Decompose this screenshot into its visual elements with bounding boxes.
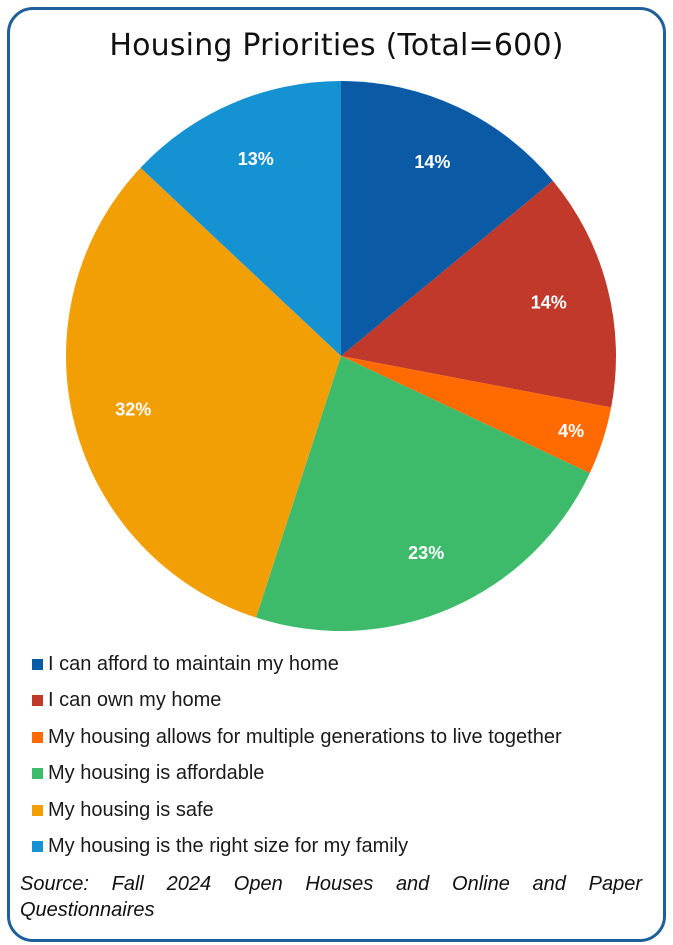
legend-swatch (32, 804, 43, 816)
legend-swatch (32, 731, 43, 743)
legend-swatch (32, 695, 43, 707)
legend-item: I can own my home (32, 683, 662, 720)
slice-percent-label: 32% (115, 399, 151, 419)
slice-percent-label: 23% (408, 543, 444, 563)
legend-item: I can afford to maintain my home (32, 646, 662, 683)
pie-slice (256, 356, 590, 631)
legend-item: My housing is the right size for my fami… (32, 829, 662, 866)
legend-label: My housing is the right size for my fami… (48, 835, 409, 858)
pie-slice (140, 81, 341, 356)
pie-slice (341, 81, 553, 356)
legend-item: My housing is affordable (32, 756, 662, 793)
legend-label: My housing is affordable (48, 762, 265, 785)
pie-slice (341, 356, 612, 474)
legend-label: My housing allows for multiple generatio… (48, 725, 562, 748)
source-note: Source: Fall 2024 Open Houses and Online… (20, 873, 642, 921)
pie-slice (341, 180, 616, 408)
chart-legend: I can afford to maintain my home I can ow… (32, 646, 662, 865)
legend-item: My housing allows for multiple generatio… (32, 719, 662, 756)
slice-percent-label: 13% (238, 149, 274, 169)
pie-slice (65, 167, 341, 618)
slice-percent-label: 4% (558, 421, 584, 441)
legend-swatch (32, 768, 43, 780)
legend-swatch (32, 841, 43, 853)
slice-percent-label: 14% (531, 293, 567, 313)
legend-label: My housing is safe (48, 798, 214, 821)
slice-percent-label: 14% (414, 152, 450, 172)
chart-card: Housing Priorities (Total=600) 14% 14% 4% 2… (7, 7, 666, 942)
legend-label: I can own my home (48, 689, 222, 712)
legend-swatch (32, 658, 43, 670)
legend-item: My housing is safe (32, 792, 662, 829)
legend-label: I can afford to maintain my home (48, 652, 339, 675)
pie-chart: 14% 14% 4% 23% 32% 13% (65, 81, 616, 631)
chart-title: Housing Priorities (Total=600) (109, 28, 564, 63)
